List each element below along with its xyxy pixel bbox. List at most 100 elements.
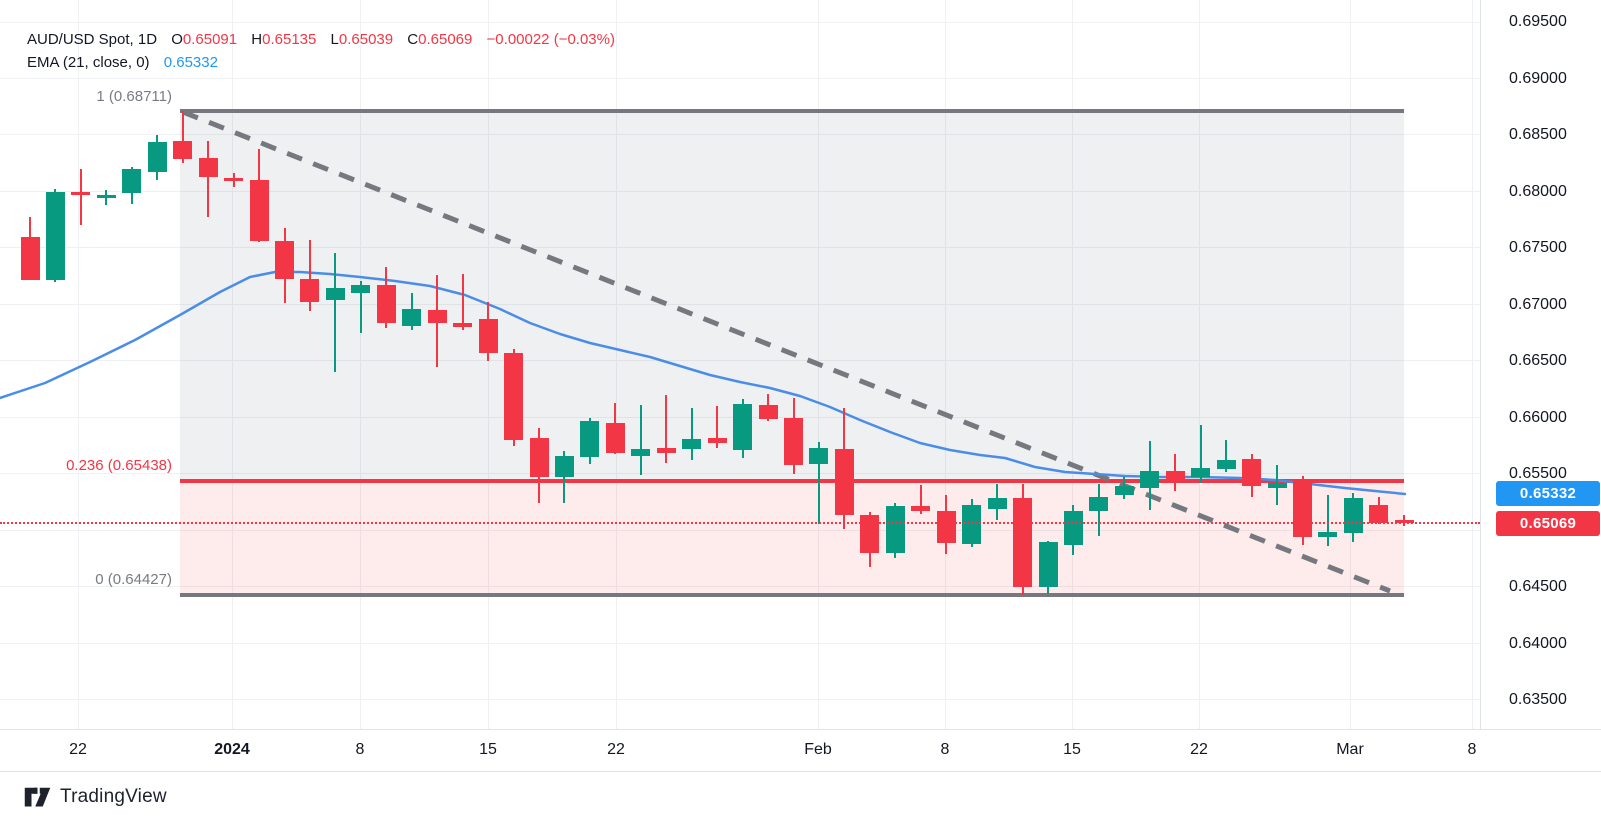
tradingview-logo[interactable]: TradingView (24, 786, 167, 808)
time-axis-label: 8 (355, 741, 365, 758)
candle-up (351, 285, 371, 294)
candle-down (605, 423, 625, 453)
price-axis-label: 0.68500 (1509, 126, 1567, 143)
price-axis-label: 0.68000 (1509, 182, 1567, 200)
candle-up-wick (690, 408, 693, 461)
grid-line-vertical (1350, 0, 1351, 729)
fib-label-0236: 0.236 (0.65438) (66, 457, 172, 474)
candle-up (1267, 483, 1287, 488)
candle-down (1242, 459, 1262, 487)
candle-up (809, 448, 829, 464)
candle-down (275, 241, 294, 279)
price-axis-label: 0.69500 (1509, 13, 1567, 30)
price-axis[interactable]: 0.69500 0.69000 0.68500 0.68000 0.67500 0.670… (1480, 0, 1601, 769)
candle-up-wick (817, 442, 820, 524)
candle-up (987, 497, 1007, 510)
candle-down (198, 157, 218, 177)
grid-line-horizontal (0, 586, 1480, 587)
candle-up-wick (1199, 425, 1202, 484)
chart-pane[interactable]: 1 (0.68711) 0.236 (0.65438) 0 (0.64427) … (0, 0, 1480, 729)
candle-down (173, 140, 193, 159)
price-axis-label: 0.63500 (1509, 691, 1567, 708)
fib-level-0-line[interactable] (180, 593, 1404, 598)
symbol-title[interactable]: AUD/USD Spot, 1D (27, 31, 158, 48)
candle-down (1293, 478, 1312, 538)
candle-up (885, 505, 905, 554)
candle-up-wick (359, 280, 362, 333)
candle-down (707, 437, 727, 444)
price-axis-label: 0.66500 (1509, 352, 1567, 369)
last-price-dotted-line (0, 521, 1480, 524)
grid-line-vertical (488, 0, 489, 729)
candle-down (453, 322, 473, 328)
grid-line-horizontal (0, 360, 1480, 361)
candle-up (325, 287, 345, 300)
grid-line-horizontal (0, 191, 1480, 192)
candle-up (1114, 486, 1134, 496)
grid-line-vertical (616, 0, 617, 729)
candle-up-wick (334, 252, 337, 373)
candle-up (733, 403, 753, 451)
ema-label: EMA (21, close, 0) (27, 54, 150, 71)
grid-line-horizontal (0, 78, 1480, 79)
fib-level-0236-line[interactable] (180, 479, 1404, 483)
grid-line-vertical (78, 0, 79, 729)
candle-up (402, 309, 422, 326)
candle-down-wick (716, 406, 719, 448)
candle-up (1216, 460, 1236, 470)
candle-up (554, 455, 574, 478)
grid-line-vertical (232, 0, 233, 729)
chart-overlay-svg (0, 109, 1407, 594)
time-axis-label: 22 (69, 741, 87, 758)
candle-up (1089, 496, 1109, 512)
grid-line-horizontal (0, 699, 1480, 700)
legend: AUD/USD Spot, 1D O0.65091 H0.65135 L0.65… (27, 28, 615, 74)
candle-down-wick (79, 168, 82, 226)
candle-down (911, 505, 931, 512)
grid-line-horizontal (0, 247, 1480, 248)
close-value: 0.65069 (418, 31, 473, 48)
time-axis-label: 15 (479, 741, 497, 758)
time-axis-label: 2024 (214, 741, 250, 758)
grid-line-vertical (1072, 0, 1073, 729)
time-axis-label: 15 (1063, 741, 1081, 758)
grid-line-vertical (360, 0, 361, 729)
candle-down (1369, 504, 1389, 523)
ema-legend-row[interactable]: EMA (21, close, 0) 0.65332 (27, 51, 615, 74)
price-axis-label: 0.67000 (1509, 295, 1567, 313)
price-axis-label: 0.69000 (1509, 69, 1567, 87)
candle-up (45, 191, 65, 280)
fib-level-1-line[interactable] (180, 109, 1404, 114)
last-price-badge: 0.65069 (1496, 510, 1600, 536)
close-label: C (407, 31, 419, 48)
candle-down (1013, 497, 1033, 587)
candle-down (860, 514, 880, 554)
candle-down (504, 353, 524, 441)
candle-down (834, 449, 854, 515)
candle-down-wick (461, 273, 464, 331)
price-axis-label: 0.67500 (1509, 239, 1567, 256)
candle-down (376, 285, 396, 323)
candle-down (71, 191, 91, 195)
candle-down (20, 236, 40, 280)
price-axis-label: 0.66000 (1509, 408, 1567, 426)
time-axis[interactable]: 22 2024 8 15 22 Feb 8 15 22 Mar 8 (0, 729, 1601, 772)
candle-down (300, 278, 320, 303)
ema-line[interactable] (0, 270, 1407, 496)
open-value: 0.65091 (182, 31, 238, 48)
fib-label-0: 0 (0.64427) (95, 571, 172, 589)
grid-line-vertical (1472, 0, 1473, 729)
candle-down (427, 310, 447, 323)
candle-down (758, 405, 778, 419)
ema-value: 0.65332 (163, 54, 218, 71)
grid-line-horizontal (0, 134, 1480, 135)
candle-down (529, 437, 549, 478)
time-axis-label: Feb (804, 741, 832, 758)
candle-up-wick (1225, 440, 1228, 472)
time-axis-label: 22 (1190, 741, 1208, 758)
grid-line-horizontal (0, 643, 1480, 644)
low-label: L (330, 31, 339, 48)
descending-trendline[interactable] (182, 109, 1391, 594)
symbol-legend-row[interactable]: AUD/USD Spot, 1D O0.65091 H0.65135 L0.65… (27, 28, 615, 51)
price-axis-label: 0.65500 (1509, 465, 1567, 482)
